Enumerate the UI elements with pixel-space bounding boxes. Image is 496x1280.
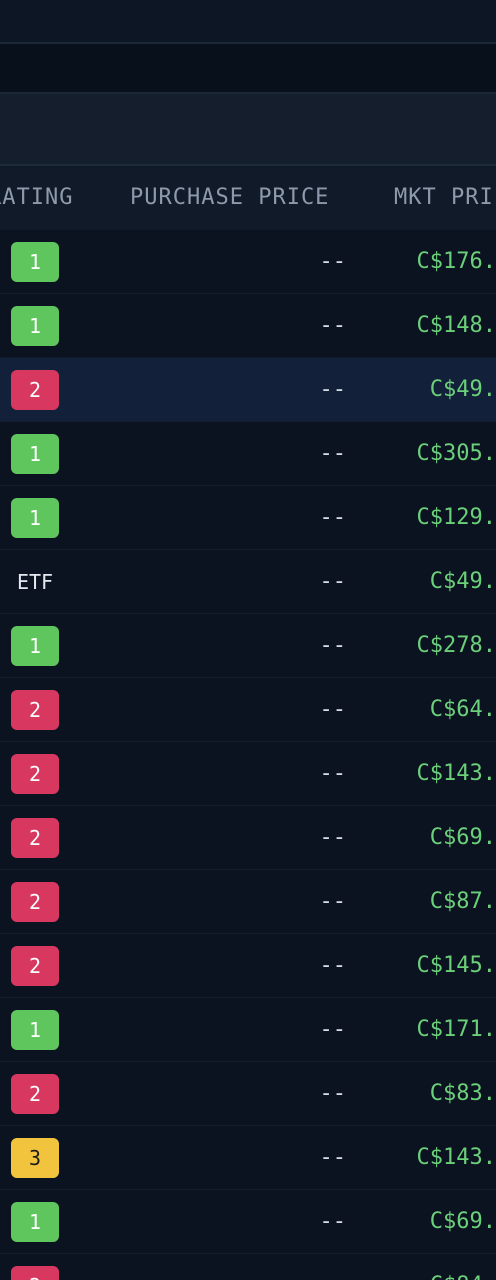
mkt-price-cell: C$87.: [429, 889, 496, 914]
column-header-purchase-price[interactable]: PURCHASE PRICE: [130, 185, 330, 210]
rating-badge: 1: [11, 242, 59, 282]
purchase-price-cell: --: [319, 889, 347, 914]
table-row[interactable]: 2 -- C$49.: [0, 358, 496, 422]
secondary-bar: [0, 44, 496, 94]
table-row[interactable]: 1 -- C$278.: [0, 614, 496, 678]
rating-badge: 1: [11, 1202, 59, 1242]
rating-label: ETF: [16, 570, 54, 594]
column-header-mkt-price[interactable]: MKT PRI: [394, 185, 494, 210]
purchase-price-cell: --: [319, 1081, 347, 1106]
top-bar: [0, 0, 496, 44]
mkt-price-cell: C$49.: [429, 569, 496, 594]
purchase-price-cell: --: [319, 1209, 347, 1234]
purchase-price-cell: --: [320, 1254, 347, 1280]
table-row[interactable]: 2 -- C$69.: [0, 806, 496, 870]
column-header-rating[interactable]: RATING: [0, 185, 74, 210]
mkt-price-cell: C$64.: [429, 697, 496, 722]
rating-badge: 2: [11, 754, 59, 794]
table-header: RATING PURCHASE PRICE MKT PRI: [0, 166, 496, 230]
table-row[interactable]: 2 -- C$87.: [0, 870, 496, 934]
table-row[interactable]: 1 -- C$176.: [0, 230, 496, 294]
purchase-price-cell: --: [319, 1145, 347, 1170]
mkt-price-cell: C$176.: [416, 249, 496, 274]
purchase-price-cell: --: [319, 249, 347, 274]
mkt-price-cell: C$145.: [416, 953, 496, 978]
purchase-price-cell: --: [319, 953, 347, 978]
table-row[interactable]: 1 -- C$171.: [0, 998, 496, 1062]
mkt-price-cell: C$83.: [429, 1081, 496, 1106]
purchase-price-cell: --: [319, 313, 347, 338]
mkt-price-cell: C$278.: [416, 633, 496, 658]
rating-badge: 2: [11, 370, 59, 410]
mkt-price-cell: C$143.: [416, 1145, 496, 1170]
rating-badge: 1: [11, 306, 59, 346]
purchase-price-cell: --: [319, 825, 347, 850]
table-row[interactable]: 2 -- C$143.: [0, 742, 496, 806]
mkt-price-cell: C$171.: [416, 1017, 496, 1042]
purchase-price-cell: --: [319, 377, 347, 402]
rating-badge: 2: [11, 882, 59, 922]
table-toolbar: [0, 94, 496, 166]
purchase-price-cell: --: [319, 1017, 347, 1042]
mkt-price-cell: C$69.: [429, 1209, 496, 1234]
table-row[interactable]: 2 -- C$64.: [0, 678, 496, 742]
table-body: 1 -- C$176. 1 -- C$148. 2 -- C$49. 1 -- C$305. 1 -- C$…: [0, 230, 496, 1280]
table-row[interactable]: 1 -- C$148.: [0, 294, 496, 358]
purchase-price-cell: --: [319, 761, 347, 786]
purchase-price-cell: --: [319, 505, 347, 530]
rating-badge: 2: [11, 946, 59, 986]
table-row[interactable]: ETF -- C$49.: [0, 550, 496, 614]
rating-badge: 1: [11, 434, 59, 474]
table-row[interactable]: 1 -- C$305.: [0, 422, 496, 486]
purchase-price-cell: --: [319, 633, 347, 658]
purchase-price-cell: --: [319, 441, 347, 466]
rating-badge: 3: [11, 1138, 59, 1178]
mkt-price-cell: C$143.: [416, 761, 496, 786]
rating-badge: 2: [11, 1266, 59, 1280]
mkt-price-cell: C$69.: [429, 825, 496, 850]
mkt-price-cell: C$49.: [429, 377, 496, 402]
table-row[interactable]: 2 -- C$145.: [0, 934, 496, 998]
rating-badge: 2: [11, 1074, 59, 1114]
table-row[interactable]: 2 -- C$84.: [0, 1254, 496, 1280]
purchase-price-cell: --: [319, 697, 347, 722]
mkt-price-cell: C$148.: [416, 313, 496, 338]
table-row[interactable]: 1 -- C$129.: [0, 486, 496, 550]
table-row[interactable]: 1 -- C$69.: [0, 1190, 496, 1254]
rating-badge: 2: [11, 818, 59, 858]
rating-badge: 2: [11, 690, 59, 730]
purchase-price-cell: --: [319, 569, 347, 594]
mkt-price-cell: C$305.: [416, 441, 496, 466]
table-row[interactable]: 3 -- C$143.: [0, 1126, 496, 1190]
rating-badge: 1: [11, 626, 59, 666]
rating-badge: 1: [11, 498, 59, 538]
rating-badge: 1: [11, 1010, 59, 1050]
mkt-price-cell: C$129.: [416, 505, 496, 530]
mkt-price-cell: C$84.: [386, 1254, 496, 1280]
table-row[interactable]: 2 -- C$83.: [0, 1062, 496, 1126]
